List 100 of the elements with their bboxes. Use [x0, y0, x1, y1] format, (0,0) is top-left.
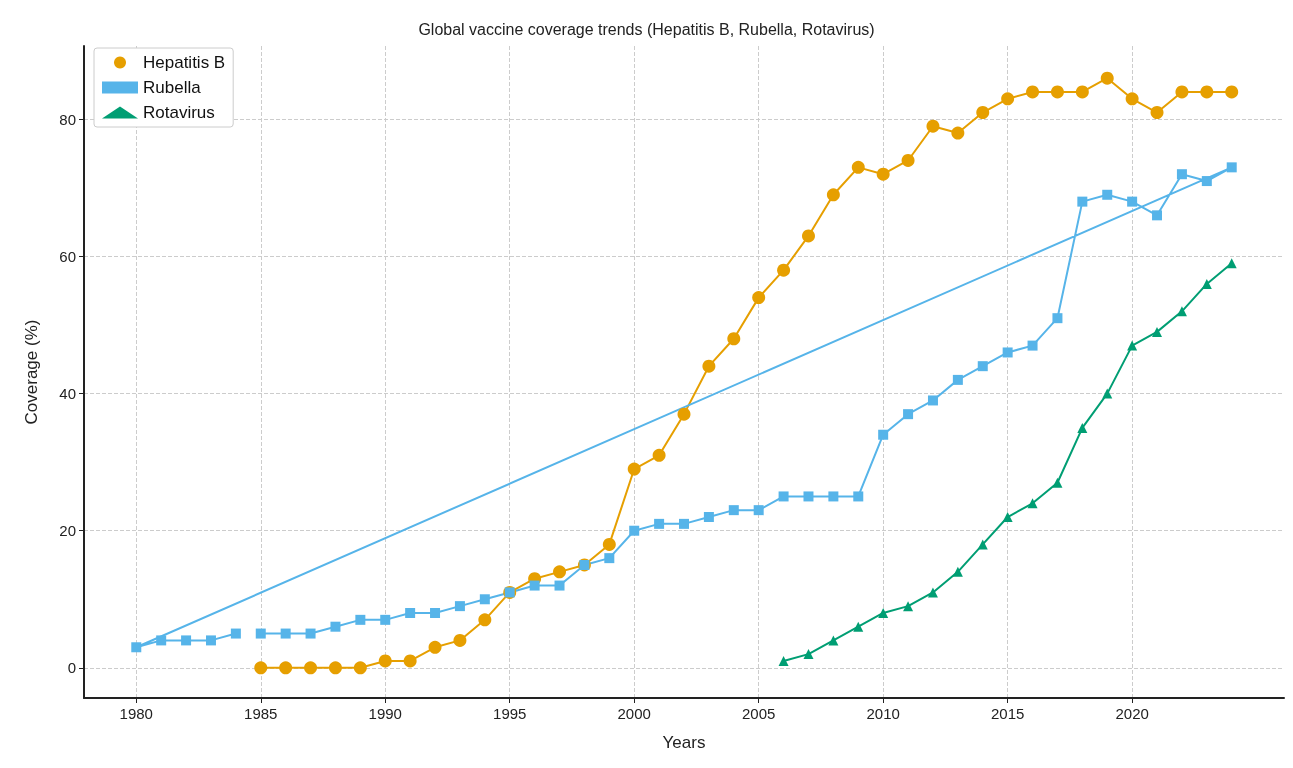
legend-label: Rubella — [143, 78, 202, 97]
point — [1226, 162, 1237, 173]
point — [903, 409, 914, 420]
point — [677, 407, 691, 421]
point — [454, 601, 465, 612]
point — [1150, 106, 1164, 119]
point — [255, 628, 266, 639]
point — [428, 640, 442, 654]
point — [1176, 169, 1187, 180]
point — [654, 518, 665, 529]
y-tick-label: 80 — [59, 110, 76, 128]
point — [430, 607, 441, 618]
point — [1175, 85, 1189, 99]
point — [878, 429, 889, 440]
point — [254, 661, 268, 675]
point — [976, 106, 990, 119]
x-tick-label: 1990 — [368, 705, 402, 722]
x-tick-label: 2020 — [1115, 705, 1149, 722]
y-tick-label: 60 — [59, 247, 76, 265]
point — [728, 505, 739, 516]
point — [828, 635, 839, 646]
point — [355, 614, 366, 625]
point — [1152, 326, 1163, 337]
point — [131, 642, 142, 653]
point — [927, 587, 938, 598]
point — [951, 126, 965, 140]
y-axis-title: Coverage (%) — [22, 319, 41, 425]
point — [1050, 85, 1064, 99]
point — [305, 628, 316, 639]
point — [1201, 176, 1212, 187]
point — [727, 332, 741, 346]
point — [1002, 512, 1013, 522]
point — [353, 661, 367, 675]
point — [1100, 71, 1114, 85]
point — [1077, 196, 1088, 207]
point — [279, 661, 293, 675]
x-tick-label: 2015 — [990, 705, 1025, 722]
point — [403, 654, 417, 668]
point — [903, 601, 914, 612]
point — [1201, 278, 1212, 289]
point — [304, 661, 318, 675]
legend-label: Rotavirus — [143, 103, 215, 122]
point — [803, 491, 814, 502]
point — [1127, 340, 1138, 351]
point — [1075, 85, 1089, 99]
point — [1102, 189, 1113, 200]
point — [1152, 210, 1163, 221]
point — [554, 580, 565, 591]
point — [627, 462, 641, 476]
point — [330, 621, 341, 632]
x-axis-title: Years — [662, 733, 706, 752]
x-tick-label: 1995 — [493, 705, 527, 722]
point — [602, 537, 616, 551]
point — [803, 649, 814, 660]
point — [478, 613, 492, 627]
point — [952, 566, 963, 577]
point — [479, 594, 490, 605]
point — [181, 635, 192, 646]
point — [977, 361, 988, 372]
point — [853, 621, 864, 632]
chart-title: Global vaccine coverage trends (Hepatitis B, Rubella, Rotavirus) — [418, 20, 875, 38]
point — [405, 607, 416, 618]
point — [156, 635, 167, 646]
point — [826, 188, 840, 202]
point — [604, 553, 615, 564]
point — [679, 518, 689, 529]
point — [1127, 196, 1138, 207]
point — [876, 167, 890, 181]
y-tick-label: 0 — [67, 659, 76, 677]
point — [328, 661, 342, 675]
legend-label: Hepatitis B — [143, 53, 226, 72]
y-tick-label: 40 — [59, 385, 76, 403]
point — [952, 374, 963, 385]
point — [1027, 498, 1038, 509]
point — [1077, 422, 1088, 433]
x-tick-label: 2010 — [866, 705, 900, 722]
point — [453, 633, 467, 647]
point — [801, 229, 815, 243]
point — [777, 263, 791, 277]
point — [878, 607, 889, 618]
point — [778, 491, 789, 502]
x-tick-label: 2000 — [617, 705, 651, 722]
point — [927, 395, 938, 406]
point — [280, 628, 291, 639]
point — [652, 448, 666, 462]
point — [553, 565, 567, 579]
point — [753, 505, 764, 516]
point — [1225, 85, 1239, 99]
point — [1027, 340, 1038, 351]
point — [1001, 92, 1015, 106]
point — [1026, 85, 1040, 99]
point — [703, 512, 714, 522]
point — [380, 614, 391, 625]
point — [378, 654, 392, 668]
x-tick-label: 2005 — [742, 705, 776, 722]
point — [1125, 92, 1139, 106]
point — [752, 291, 766, 305]
point — [828, 491, 839, 502]
point — [851, 160, 865, 174]
point — [901, 154, 915, 167]
